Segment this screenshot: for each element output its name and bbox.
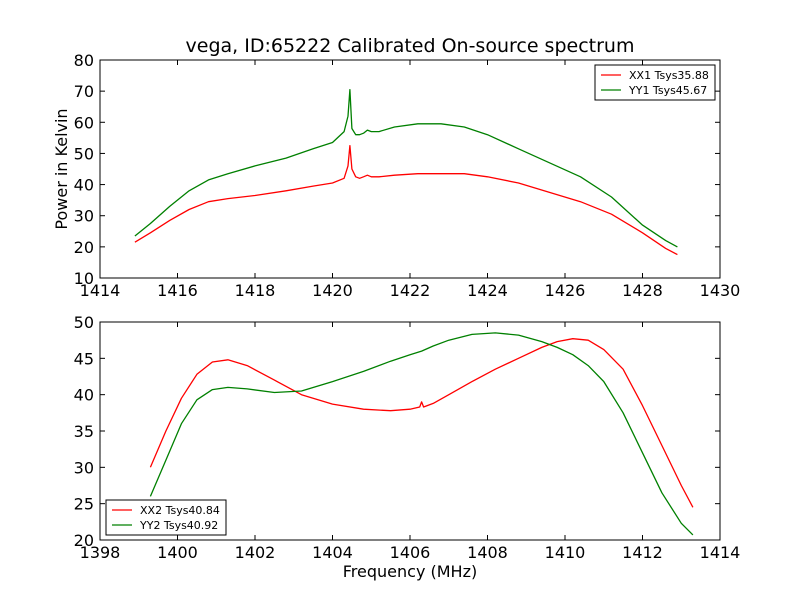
x-tick-label: 1410 — [545, 543, 586, 562]
y-tick-label: 40 — [74, 386, 94, 405]
y-tick-label: 30 — [74, 458, 94, 477]
legend-box — [594, 64, 716, 101]
x-tick-label: 1400 — [157, 543, 198, 562]
series-line-xx2 — [149, 338, 694, 508]
y-tick-label: 30 — [74, 207, 94, 226]
x-tick-label: 1398 — [80, 543, 121, 562]
x-tick-label: 1402 — [235, 543, 276, 562]
series-line-yy1 — [134, 88, 678, 248]
legend-box — [105, 499, 227, 536]
y-tick-label: 60 — [74, 113, 94, 132]
chart-title: vega, ID:65222 Calibrated On-source spec… — [186, 35, 635, 57]
x-axis-label: Frequency (MHz) — [343, 562, 477, 581]
legend-label: XX2 Tsys40.84 — [140, 504, 220, 517]
y-tick-label: 20 — [74, 531, 94, 550]
y-tick-label: 80 — [74, 51, 94, 70]
bottom-chart: 1398 1400 1402 1404 1406 1408 1410 1412 1414 20 25… — [74, 313, 741, 581]
y-tick-label: 10 — [74, 269, 94, 288]
y-tick-label: 50 — [74, 144, 94, 163]
x-tick-label: 1426 — [545, 281, 586, 300]
y-tick-label: 20 — [74, 238, 94, 257]
x-tick-label: 1422 — [390, 281, 431, 300]
x-tick-label: 1414 — [700, 543, 741, 562]
x-tick-label: 1420 — [312, 281, 353, 300]
y-tick-label: 40 — [74, 176, 94, 195]
x-tick-label: 1408 — [467, 543, 508, 562]
legend-label: XX1 Tsys35.88 — [629, 69, 709, 82]
y-axis-label: Power in Kelvin — [52, 108, 71, 229]
x-tick-label: 1412 — [622, 543, 663, 562]
x-tick-label: 1424 — [467, 281, 508, 300]
y-tick-label: 70 — [74, 82, 94, 101]
series-line-yy2 — [149, 332, 694, 536]
y-tick-label: 50 — [74, 313, 94, 332]
y-tick-label: 35 — [74, 422, 94, 441]
y-tick-label: 45 — [74, 349, 94, 368]
x-tick-label: 1416 — [157, 281, 198, 300]
y-tick-label: 25 — [74, 495, 94, 514]
legend: XX1 Tsys35.88 YY1 Tsys45.67 — [594, 64, 716, 101]
legend-label: YY1 Tsys45.67 — [628, 84, 707, 97]
series-line-xx1 — [134, 144, 678, 256]
x-tick-label: 1430 — [700, 281, 741, 300]
legend-label: YY2 Tsys40.92 — [139, 519, 218, 532]
x-tick-label: 1404 — [312, 543, 353, 562]
x-tick-label: 1406 — [390, 543, 431, 562]
top-chart: 1414 1416 1418 1420 1422 1424 1426 1428 1430 10 20… — [52, 35, 740, 300]
x-tick-label: 1428 — [622, 281, 663, 300]
x-tick-label: 1418 — [235, 281, 276, 300]
legend: XX2 Tsys40.84 YY2 Tsys40.92 — [105, 499, 227, 536]
x-tick-label: 1414 — [80, 281, 121, 300]
